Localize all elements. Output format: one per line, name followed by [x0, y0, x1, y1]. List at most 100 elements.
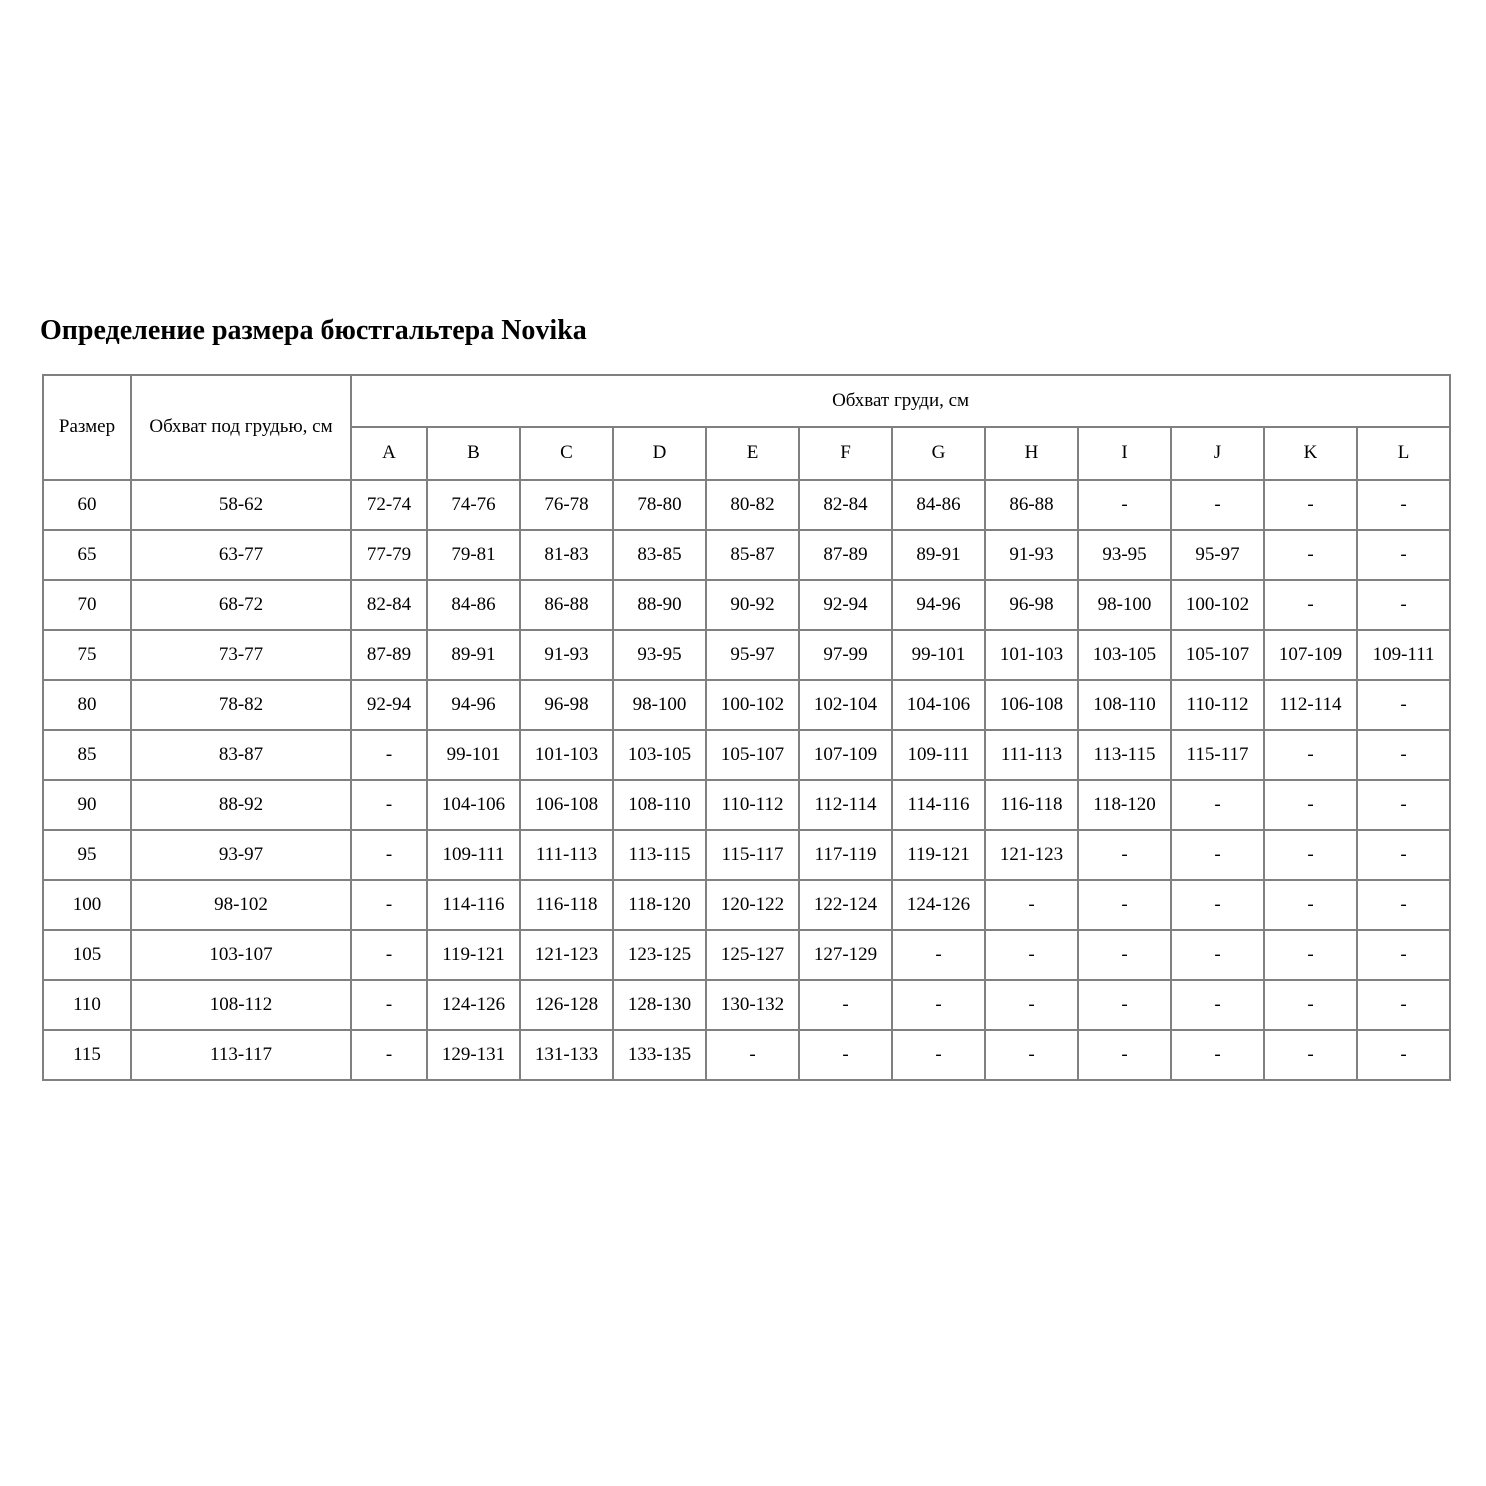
cup-range-cell: 111-113: [519, 828, 614, 881]
cup-range-cell: 116-118: [984, 778, 1079, 831]
cup-range-cell: -: [1077, 928, 1172, 981]
size-cell: 80: [42, 678, 132, 731]
underbust-cell: 103-107: [130, 928, 352, 981]
cup-range-cell: 78-80: [612, 478, 707, 531]
underbust-cell: 78-82: [130, 678, 352, 731]
size-cell: 70: [42, 578, 132, 631]
cup-range-cell: 92-94: [350, 678, 428, 731]
cup-range-cell: 118-120: [1077, 778, 1172, 831]
cup-range-cell: 77-79: [350, 528, 428, 581]
content-area: Определение размера бюстгальтера Novika …: [40, 315, 1452, 1081]
cup-range-cell: -: [984, 928, 1079, 981]
bust-group-header: Обхват груди, см: [349, 373, 1452, 428]
cup-range-cell: -: [1170, 878, 1265, 931]
table-row: 80 78-82 92-94 94-96 96-98 98-100 100-102 102-1…: [42, 678, 1452, 731]
cup-range-cell: 101-103: [984, 628, 1079, 681]
table-row: 90 88-92-104-106 106-108 108-110 110-112 112-…: [42, 778, 1452, 831]
cup-range-cell: -: [891, 978, 986, 1031]
cup-range-cell: 74-76: [426, 478, 521, 531]
size-chart-table: Размер Обхват под грудью, см Обхват груд…: [42, 373, 1452, 1081]
cup-range-cell: 99-101: [891, 628, 986, 681]
table-row: 105 103-107-119-121 121-123 123-125 125-127 1…: [42, 928, 1452, 981]
cup-range-cell: 110-112: [1170, 678, 1265, 731]
cup-range-cell: 124-126: [426, 978, 521, 1031]
cup-range-cell: -: [1355, 778, 1452, 831]
cup-range-cell: -: [350, 1028, 428, 1081]
cup-range-cell: -: [350, 928, 428, 981]
table-row: 60 58-62 72-74 74-76 76-78 78-80 80-82 82-84 84-…: [42, 478, 1452, 531]
cup-range-cell: 93-95: [1077, 528, 1172, 581]
cup-range-cell: 84-86: [891, 478, 986, 531]
cup-column-header: H: [984, 425, 1079, 481]
size-cell: 115: [42, 1028, 132, 1081]
cup-range-cell: 129-131: [426, 1028, 521, 1081]
underbust-cell: 58-62: [130, 478, 352, 531]
size-cell: 75: [42, 628, 132, 681]
cup-range-cell: -: [891, 928, 986, 981]
cup-range-cell: 112-114: [1263, 678, 1358, 731]
cup-range-cell: 113-115: [1077, 728, 1172, 781]
cup-range-cell: 114-116: [891, 778, 986, 831]
underbust-cell: 83-87: [130, 728, 352, 781]
cup-range-cell: 76-78: [519, 478, 614, 531]
cup-column-header: I: [1077, 425, 1172, 481]
underbust-cell: 63-77: [130, 528, 352, 581]
cup-range-cell: -: [798, 1028, 893, 1081]
cup-range-cell: 94-96: [891, 578, 986, 631]
cup-range-cell: 110-112: [705, 778, 800, 831]
cup-range-cell: 122-124: [798, 878, 893, 931]
cup-range-cell: -: [1355, 928, 1452, 981]
header-group-row: Размер Обхват под грудью, см Обхват груд…: [42, 373, 1452, 481]
cup-range-cell: -: [1170, 778, 1265, 831]
cup-range-cell: 91-93: [984, 528, 1079, 581]
cup-range-cell: 89-91: [426, 628, 521, 681]
cup-range-cell: -: [1355, 878, 1452, 931]
cup-range-cell: 112-114: [798, 778, 893, 831]
cup-range-cell: 99-101: [426, 728, 521, 781]
cup-range-cell: 91-93: [519, 628, 614, 681]
cup-range-cell: -: [1355, 1028, 1452, 1081]
cup-range-cell: 108-110: [1077, 678, 1172, 731]
cup-range-cell: -: [1170, 1028, 1265, 1081]
cup-range-cell: 123-125: [612, 928, 707, 981]
cup-range-cell: -: [350, 978, 428, 1031]
cup-range-cell: 83-85: [612, 528, 707, 581]
cup-range-cell: -: [984, 978, 1079, 1031]
cup-range-cell: 86-88: [984, 478, 1079, 531]
underbust-cell: 108-112: [130, 978, 352, 1031]
cup-range-cell: 105-107: [705, 728, 800, 781]
cup-range-cell: -: [1170, 978, 1265, 1031]
cup-range-cell: -: [1170, 478, 1265, 531]
cup-range-cell: 93-95: [612, 628, 707, 681]
size-cell: 100: [42, 878, 132, 931]
cup-range-cell: 106-108: [519, 778, 614, 831]
cup-range-cell: -: [1077, 478, 1172, 531]
cup-range-cell: -: [1355, 978, 1452, 1031]
cup-range-cell: 109-111: [1355, 628, 1452, 681]
cup-range-cell: 87-89: [798, 528, 893, 581]
cup-column-header: F: [798, 425, 893, 481]
cup-range-cell: 98-100: [612, 678, 707, 731]
cup-range-cell: 108-110: [612, 778, 707, 831]
cup-range-cell: -: [891, 1028, 986, 1081]
underbust-cell: 93-97: [130, 828, 352, 881]
cup-range-cell: 97-99: [798, 628, 893, 681]
cup-column-header: G: [891, 425, 986, 481]
cup-range-cell: 90-92: [705, 578, 800, 631]
cup-range-cell: 95-97: [1170, 528, 1265, 581]
cup-range-cell: 121-123: [984, 828, 1079, 881]
cup-range-cell: 115-117: [1170, 728, 1265, 781]
cup-range-cell: 124-126: [891, 878, 986, 931]
cup-range-cell: -: [350, 878, 428, 931]
underbust-cell: 98-102: [130, 878, 352, 931]
cup-range-cell: -: [984, 878, 1079, 931]
cup-range-cell: 84-86: [426, 578, 521, 631]
cup-range-cell: -: [1170, 828, 1265, 881]
cup-range-cell: -: [1355, 578, 1452, 631]
cup-range-cell: 128-130: [612, 978, 707, 1031]
cup-range-cell: -: [1077, 828, 1172, 881]
table-row: 75 73-77 87-89 89-91 91-93 93-95 95-97 97-99 99-…: [42, 628, 1452, 681]
cup-range-cell: 126-128: [519, 978, 614, 1031]
cup-range-cell: -: [1263, 978, 1358, 1031]
